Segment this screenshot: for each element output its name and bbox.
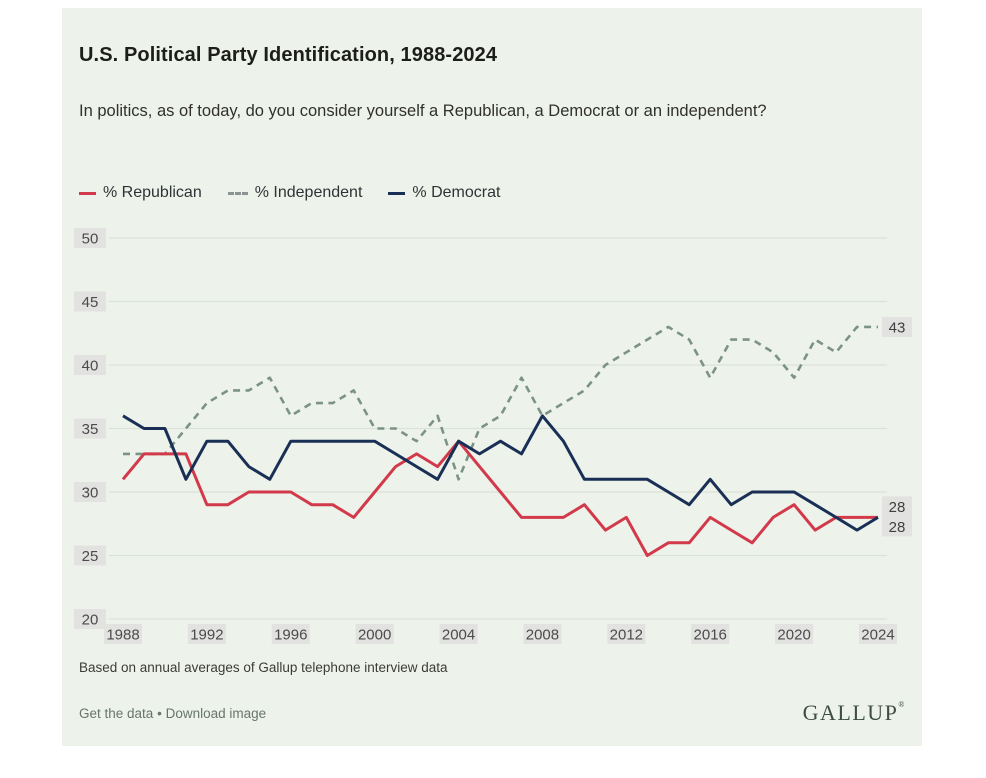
legend-item-independent[interactable]: % Independent: [227, 184, 363, 202]
tick-chip: [691, 624, 730, 644]
legend: % Republican % Independent % Democrat: [79, 184, 500, 202]
tick-label: 35: [82, 421, 99, 438]
tick-label: 2016: [694, 627, 727, 644]
tick-chip: [74, 609, 106, 629]
download-image-link[interactable]: Download image: [165, 706, 267, 721]
tick-label: 2012: [610, 627, 643, 644]
page-title: U.S. Political Party Identification, 198…: [79, 44, 498, 66]
bullet-separator: •: [157, 706, 162, 721]
tick-chip: [74, 545, 106, 566]
legend-label-independent: % Independent: [254, 184, 363, 201]
tick-label: 2024: [861, 627, 894, 644]
tick-chip: [858, 624, 897, 644]
tick-label: 2020: [777, 627, 810, 644]
tick-chip: [74, 482, 106, 502]
legend-label-democrat: % Democrat: [412, 184, 501, 201]
end-value-label: 28: [889, 499, 906, 516]
series-line-democrat: [122, 414, 879, 532]
tick-label: 20: [82, 612, 99, 629]
end-value-chip: [882, 496, 912, 517]
tick-chip: [775, 624, 814, 644]
tick-label: 2004: [442, 627, 475, 644]
tick-label: 1996: [274, 627, 307, 644]
footer-links: Get the data • Download image: [79, 706, 266, 721]
tick-label: 1988: [106, 627, 139, 644]
end-value-chip: [882, 516, 912, 537]
tick-chip: [187, 624, 226, 644]
legend-label-republican: % Republican: [103, 184, 202, 201]
tick-label: 45: [82, 294, 99, 311]
independent-line-swatch: [227, 191, 248, 195]
series-line-independent: [123, 325, 878, 481]
legend-item-democrat[interactable]: % Democrat: [388, 184, 500, 202]
tick-chip: [439, 624, 478, 644]
tick-label: 50: [82, 231, 99, 248]
tick-chip: [104, 624, 142, 644]
tick-chip: [74, 418, 106, 439]
tick-label: 2000: [358, 627, 391, 644]
tick-chip: [74, 355, 106, 375]
tick-label: 25: [82, 548, 99, 565]
tick-chip: [607, 624, 646, 644]
party-id-trend-chart: 50 45 40 35 30 25 20 1988 1992 1996 2000 2004 2008 20…: [74, 228, 912, 644]
chart-subtitle: In politics, as of today, do you conside…: [79, 102, 767, 120]
tick-label: 1992: [190, 627, 223, 644]
democrat-line-swatch: [388, 191, 406, 195]
tick-chip: [355, 624, 394, 644]
series-line-republican: [121, 439, 878, 557]
line-chart: 50 45 40 35 30 25 20 1988 1992 1996 2000 2004 2008 20…: [62, 225, 922, 655]
tick-chip: [74, 228, 106, 248]
get-the-data-link[interactable]: Get the data: [79, 706, 154, 721]
tick-label: 2008: [526, 627, 559, 644]
chart-card: U.S. Political Party Identification, 198…: [62, 8, 922, 746]
tick-chip: [74, 291, 106, 312]
tick-chip: [523, 624, 562, 644]
end-value-chip: [882, 316, 912, 337]
registered-mark: ®: [898, 700, 906, 709]
gallup-logo: GALLUP®: [802, 700, 906, 725]
tick-label: 30: [82, 485, 99, 502]
source-note: Based on annual averages of Gallup telep…: [79, 660, 448, 675]
tick-chip: [271, 624, 310, 644]
republican-line-swatch: [79, 191, 96, 195]
tick-label: 40: [82, 358, 99, 375]
end-value-label: 28: [889, 519, 906, 536]
legend-item-republican[interactable]: % Republican: [79, 184, 202, 202]
end-value-label: 43: [889, 319, 906, 336]
